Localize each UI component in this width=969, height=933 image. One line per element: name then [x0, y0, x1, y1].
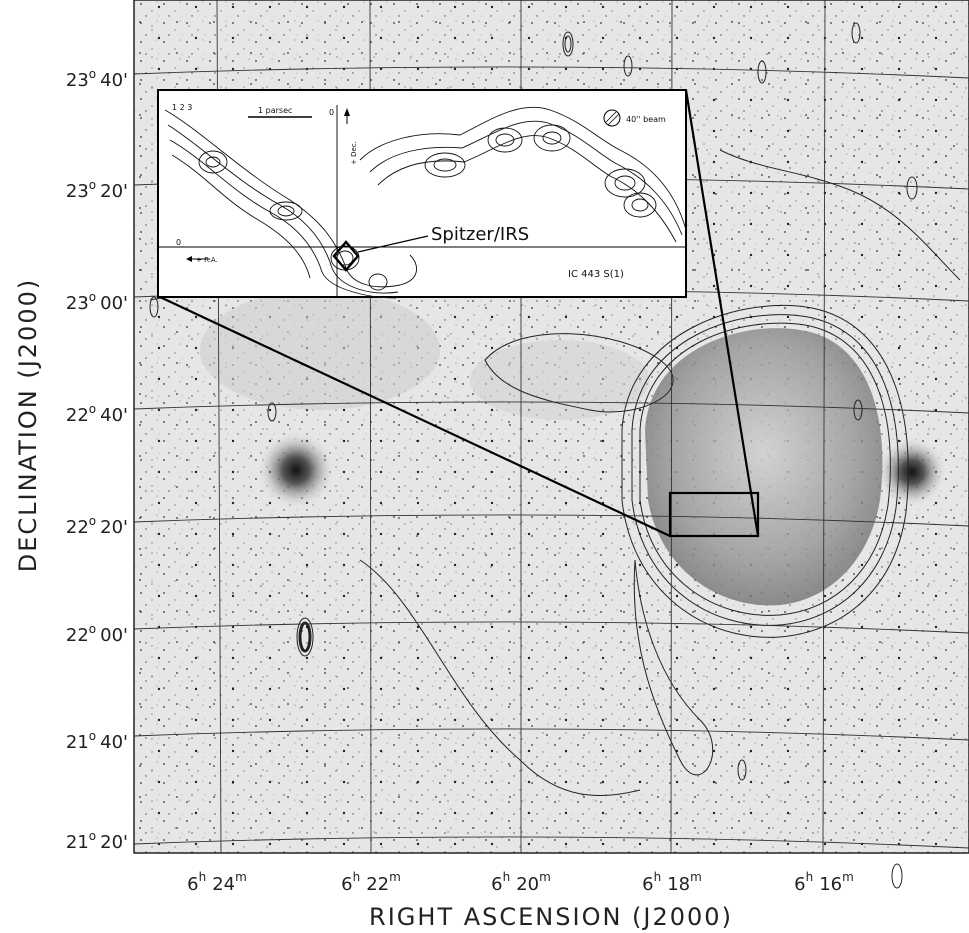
dec-tick-label: 23o 40': [66, 67, 128, 91]
ra-tick-label: 6h 20m: [491, 870, 551, 895]
ra-tick-label: 6h 16m: [794, 870, 854, 895]
supernova-remnant-shell: [645, 328, 883, 606]
dec-tick-label: 21o 40': [66, 729, 128, 753]
dec-tick-labels: 23o 40' 23o 20' 23o 00' 22o 40' 22o 20' 22o 00…: [66, 67, 128, 853]
inset-scale-label: 1 parsec: [258, 106, 292, 115]
inset-beam-label: 40'' beam: [626, 115, 666, 124]
dec-tick-label: 23o 20': [66, 178, 128, 202]
x-axis-title: RIGHT ASCENSION (J2000): [369, 903, 733, 931]
inset-contours: [164, 106, 687, 299]
dec-tick-label: 23o 00': [66, 290, 128, 314]
highlight-box: [668, 491, 760, 538]
ra-tick-label: 6h 24m: [187, 870, 247, 895]
map-frame: [133, 0, 969, 854]
inset-object-label: IC 443 S(1): [568, 269, 624, 280]
inset-origin-x: 0: [176, 238, 181, 247]
callout-line: [357, 235, 429, 253]
bright-star-left: [258, 432, 334, 508]
inset-ra-axis-label: + R.A.: [196, 256, 218, 264]
inset-panel: [157, 89, 687, 299]
bright-star-right: [878, 438, 946, 506]
ra-tick-labels: 6h 24m 6h 22m 6h 20m 6h 18m 6h 16m: [187, 870, 854, 895]
zoom-projection: [159, 89, 760, 538]
dec-tick-label: 22o 20': [66, 514, 128, 538]
dec-tick-label: 22o 00': [66, 622, 128, 646]
spitzer-irs-marker: [332, 240, 360, 272]
y-axis-title: DECLINATION (J2000): [14, 278, 42, 572]
inset-frame: [157, 89, 687, 298]
ra-tick-label: 6h 18m: [642, 870, 702, 895]
inset-origin-y: 0: [329, 108, 334, 117]
dec-tick-label: 22o 40': [66, 402, 128, 426]
dec-tick-label: 21o 20': [66, 829, 128, 853]
inset-dec-axis-label: + Dec.: [350, 141, 358, 165]
inset-callout-label: Spitzer/IRS: [431, 224, 529, 245]
inset-levels: 1 2 3: [172, 103, 192, 112]
beam-icon: [603, 109, 621, 127]
ra-tick-label: 6h 22m: [341, 870, 401, 895]
